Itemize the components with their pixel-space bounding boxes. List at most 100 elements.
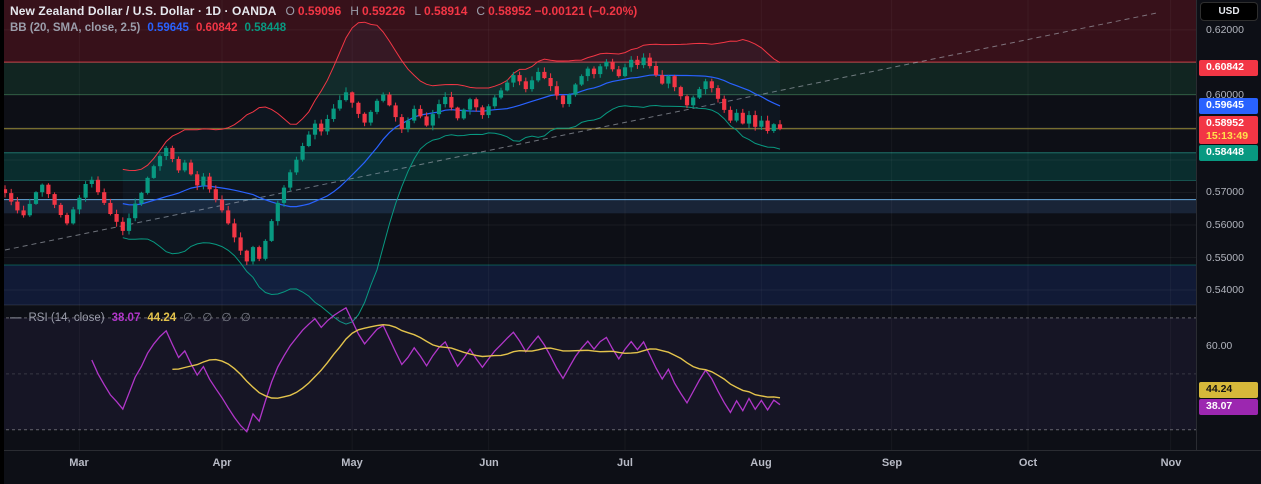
demand-zone[interactable] [0, 199, 1196, 214]
candle [126, 218, 132, 231]
candle [480, 107, 485, 116]
candle [548, 78, 553, 87]
candle [133, 203, 138, 219]
candle [647, 57, 652, 67]
bb-basis-badge: 0.59645 [1199, 98, 1258, 114]
candle [157, 156, 163, 167]
candle [21, 210, 26, 216]
candle [195, 174, 200, 186]
resistance-zone[interactable] [0, 0, 1196, 63]
candle [529, 80, 535, 90]
candle [250, 247, 256, 262]
candle [362, 113, 367, 123]
month-label-jun: Jun [479, 457, 499, 469]
candle [9, 193, 14, 202]
deep-support-zone[interactable] [0, 265, 1196, 305]
bb-upper-value: 0.60842 [195, 22, 238, 34]
candle [288, 172, 293, 188]
price-tick-label: 0.55000 [1206, 252, 1244, 264]
bb-upper-line[interactable] [122, 21, 781, 172]
candle [300, 146, 305, 160]
bb-fill [122, 22, 781, 325]
candle [418, 108, 423, 117]
price-tick-label: 0.56000 [1206, 219, 1244, 231]
trendline[interactable] [4, 12, 1159, 251]
candle [95, 179, 101, 193]
rsi-line[interactable] [91, 306, 781, 433]
bar-countdown-timer: 15:13:49 [1206, 130, 1249, 142]
candle [672, 76, 677, 88]
candle [337, 100, 342, 109]
candle [405, 120, 411, 130]
low-label: L [414, 4, 422, 18]
candle [325, 119, 330, 132]
candle [2, 189, 8, 194]
time-axis[interactable]: Mar Apr May Jun Jul Aug Sep Oct Nov [0, 450, 1261, 484]
rsi-value: 38.07 [111, 312, 141, 324]
price-tick-label: 0.54000 [1206, 284, 1244, 296]
candle [40, 184, 45, 193]
candle [653, 66, 659, 76]
candle [257, 247, 262, 259]
open-value: 0.59096 [297, 4, 342, 18]
candle [343, 92, 349, 101]
close-value: 0.58952 [488, 4, 532, 18]
candle [294, 159, 299, 173]
candle [232, 223, 237, 238]
candle [616, 69, 621, 77]
candle [591, 68, 597, 75]
candle [15, 201, 20, 211]
bb-lower-line[interactable] [122, 104, 781, 325]
candle [430, 114, 435, 126]
candle [89, 179, 94, 184]
candlestick-series[interactable] [2, 53, 783, 266]
candle [585, 68, 590, 77]
candle [505, 82, 510, 91]
rsi-ma-line[interactable] [172, 323, 781, 399]
candle [579, 76, 584, 85]
candle [27, 203, 32, 216]
candle [319, 123, 324, 132]
high-value: 0.59226 [361, 4, 406, 18]
candle [219, 199, 225, 211]
bb-indicator-label[interactable]: BB (20, SMA, close, 2.5) [10, 22, 141, 34]
candle [771, 124, 776, 131]
candle [641, 57, 646, 66]
candle [312, 123, 318, 135]
symbol-title[interactable]: New Zealand Dollar / U.S. Dollar · 1D · … [10, 4, 277, 18]
bb-upper-badge: 0.60842 [1199, 60, 1258, 76]
candle [536, 71, 541, 81]
chart-canvas[interactable] [0, 0, 1196, 450]
candle [139, 192, 144, 204]
last-price-badge: 0.58952 15:13:49 [1199, 116, 1258, 144]
candle [684, 96, 690, 106]
candle [58, 204, 63, 215]
candle [281, 187, 287, 203]
candle [461, 109, 466, 119]
candle [52, 194, 57, 205]
bb-lower-value: 0.58448 [244, 22, 287, 34]
month-label-jul: Jul [617, 457, 633, 469]
candle [703, 81, 708, 90]
price-axis[interactable]: USD 0.62000 0.60000 0.57000 0.56000 0.55000 0… [1196, 0, 1261, 450]
candle [244, 250, 249, 262]
candle [691, 97, 696, 106]
candle [188, 162, 194, 175]
candle [678, 87, 683, 97]
candle [443, 96, 448, 105]
rsi-indicator-label[interactable]: RSI (14, close) [28, 312, 105, 324]
candle [120, 221, 125, 231]
supply-zone[interactable] [0, 62, 1196, 95]
candle [436, 104, 442, 115]
pane-collapse-icon[interactable]: — [10, 312, 22, 324]
candle [610, 61, 615, 70]
candle [238, 237, 243, 251]
candle [64, 214, 70, 224]
candle [83, 184, 88, 198]
support-zone[interactable] [0, 152, 1196, 181]
candle [182, 162, 187, 171]
candle [734, 112, 739, 121]
candle [201, 176, 206, 186]
currency-toggle-button[interactable]: USD [1200, 2, 1258, 21]
